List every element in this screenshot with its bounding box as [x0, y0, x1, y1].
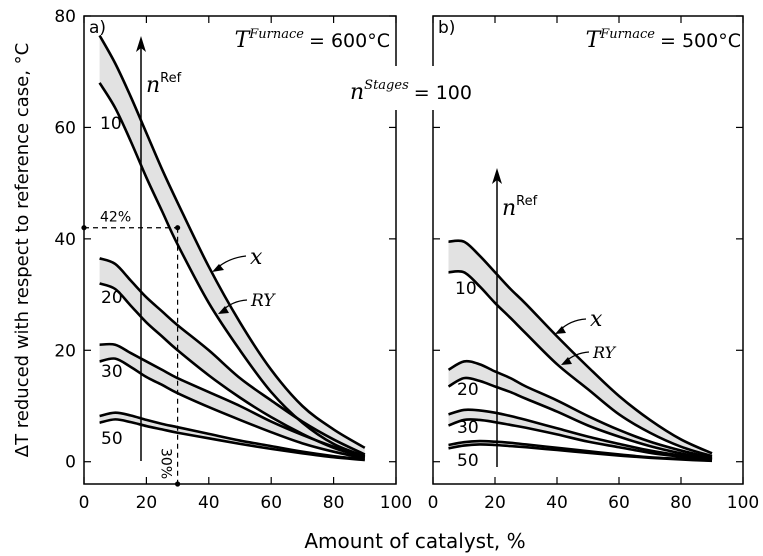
curve-ry-n20	[447, 376, 713, 461]
y-tick-label: 80	[54, 7, 76, 27]
b-temperature-value: = 500°C	[660, 30, 741, 52]
panel-b: 0 20 40 60 80 100 b) TFurnace = 500°C nRef 10 2…	[428, 15, 759, 513]
curve-x-n20	[99, 257, 366, 456]
x-tick-label: 60	[260, 493, 282, 513]
b-temperature-label: TFurnace = 500°C	[586, 27, 741, 53]
guide-y-label: 42%	[100, 210, 131, 226]
n-label-30: 30	[457, 418, 479, 438]
n-label-10: 10	[455, 279, 477, 299]
curve-x-n10	[448, 239, 713, 455]
y-tick-label: 0	[65, 453, 76, 473]
panel-a: 0 20 40 60 80 100 0 20 40 60 80 a) TFurnace = 600°C…	[54, 7, 412, 513]
curve-x-n30	[448, 408, 713, 461]
b-panel-label: b)	[438, 18, 455, 38]
b-plot-frame	[432, 15, 744, 485]
guide-dot-y	[81, 225, 87, 231]
b-ry-pointer-head	[561, 357, 572, 365]
a-temperature-superscript: Furnace	[248, 27, 304, 42]
n-label-20: 20	[457, 380, 479, 400]
stages-label-box	[337, 66, 477, 110]
b-temperature-prefix: T	[586, 28, 603, 53]
band-n50	[99, 412, 365, 461]
a-nref-superscript: Ref	[160, 71, 181, 86]
band-n10	[448, 240, 712, 457]
curve-ry-n50	[99, 418, 365, 462]
x-tick-label: 20	[484, 493, 506, 513]
curve-x-n10	[98, 34, 366, 449]
y-tick-label: 20	[54, 341, 76, 361]
band-n20	[99, 258, 365, 458]
x-tick-label: 80	[323, 493, 345, 513]
a-ry-pointer-label: RY	[250, 291, 276, 311]
x-tick-label: 40	[198, 493, 220, 513]
x-tick-label: 20	[136, 493, 158, 513]
curve-ry-n10	[448, 269, 713, 458]
guide-dot-x	[175, 481, 181, 487]
guide-x-label: 30%	[158, 448, 174, 479]
b-temperature-superscript: Furnace	[599, 27, 655, 42]
b-bands	[448, 240, 712, 461]
a-x-pointer-head	[212, 264, 224, 272]
a-nref-label: nRef	[146, 71, 182, 98]
stages-label: nStages = 100	[350, 78, 472, 105]
x-tick-label: 0	[428, 493, 439, 513]
a-bands	[99, 35, 365, 461]
guide-dot-point	[175, 225, 181, 231]
x-tick-label: 60	[608, 493, 630, 513]
band-n20	[448, 361, 712, 459]
a-panel-label: a)	[89, 18, 106, 38]
b-nref-label: nRef	[502, 194, 538, 221]
a-curves	[98, 34, 366, 462]
n-label-50: 50	[457, 451, 479, 471]
curve-ry-n50	[448, 443, 713, 463]
a-n-labels: 10 20 30 50	[100, 114, 123, 449]
curve-ry-n30	[448, 418, 713, 462]
b-curves	[447, 239, 713, 463]
a-nref-base: n	[146, 73, 160, 98]
b-nref-superscript: Ref	[516, 194, 537, 209]
x-axis-title: Amount of catalyst, %	[304, 529, 525, 553]
a-temperature-value: = 600°C	[309, 30, 390, 52]
curve-x-n30	[99, 342, 366, 458]
a-temperature-label: TFurnace = 600°C	[235, 27, 390, 53]
x-tick-label: 100	[380, 493, 412, 513]
x-tick-label: 0	[79, 493, 90, 513]
a-ticks: 0 20 40 60 80 100 0 20 40 60 80	[54, 7, 412, 513]
a-dashed-guide: 42% 30%	[81, 210, 181, 487]
x-tick-label: 80	[670, 493, 692, 513]
curve-x-n20	[447, 359, 713, 460]
a-ry-pointer-head	[218, 306, 229, 314]
b-nref-base: n	[502, 196, 516, 221]
y-tick-label: 60	[54, 118, 76, 138]
stages-value: = 100	[414, 82, 472, 104]
n-label-20: 20	[101, 288, 123, 308]
a-temperature-prefix: T	[235, 28, 252, 53]
curve-x-n50	[99, 411, 365, 461]
b-ry-pointer-label: RY	[592, 343, 617, 362]
stages-base: n	[350, 80, 364, 105]
b-x-pointer-head	[555, 326, 566, 334]
curve-ry-n30	[99, 357, 366, 460]
a-plot-frame	[83, 15, 397, 485]
n-label-10: 10	[100, 114, 122, 134]
a-nref-arrowhead	[136, 36, 146, 52]
b-x-pointer-label: x	[590, 307, 603, 332]
n-label-50: 50	[101, 429, 123, 449]
x-tick-label: 40	[546, 493, 568, 513]
a-x-pointer-label: x	[250, 245, 263, 270]
n-label-30: 30	[101, 362, 123, 382]
b-n-labels: 10 20 30 50	[455, 279, 479, 471]
y-axis-title: ΔT reduced with respect to reference cas…	[12, 43, 33, 457]
y-tick-label: 40	[54, 230, 76, 250]
stages-superscript: Stages	[364, 78, 409, 93]
b-nref-arrowhead	[492, 168, 502, 184]
x-tick-label: 100	[727, 493, 759, 513]
